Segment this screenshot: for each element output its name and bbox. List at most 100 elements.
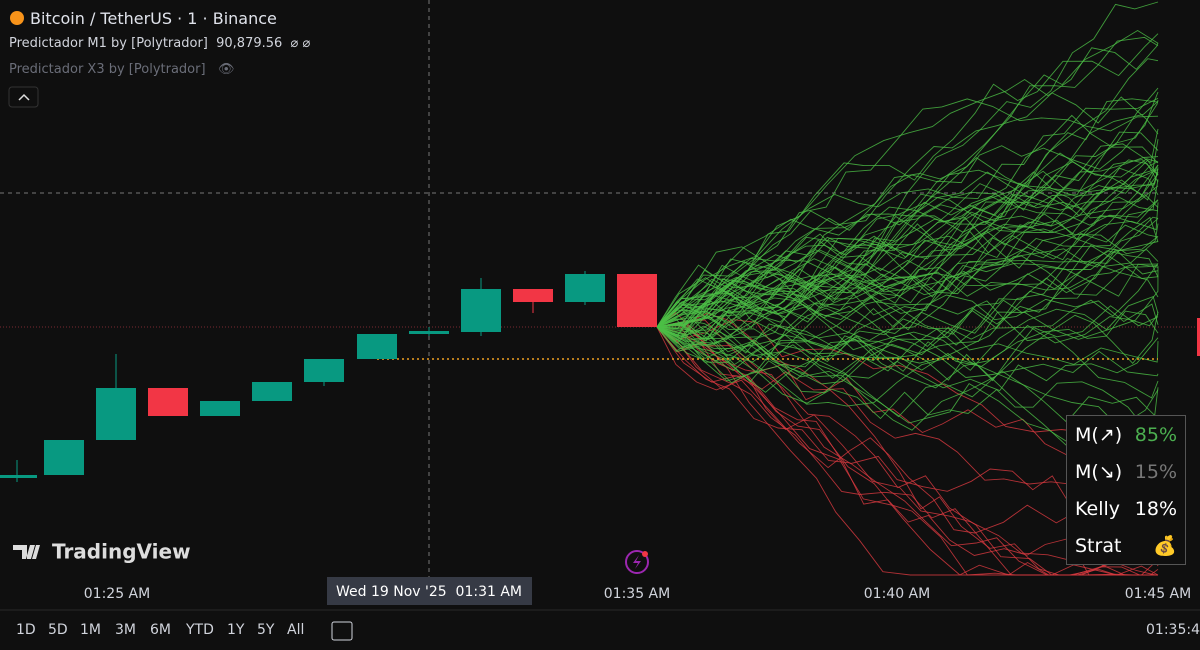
time-label: 01:25 AM [84, 586, 150, 602]
fan-path-up [656, 313, 1159, 372]
candle-body [0, 475, 37, 478]
stats-value: 18% [1134, 497, 1177, 520]
range-button[interactable]: All [287, 622, 305, 638]
range-button[interactable]: 5D [48, 622, 68, 638]
candle-body [565, 274, 605, 302]
fan-path-up [656, 58, 1159, 340]
fan-path-up [656, 159, 1159, 328]
time-label: 01:45 AM [1125, 586, 1191, 602]
range-button[interactable]: 3M [115, 622, 136, 638]
candle-body [461, 289, 501, 332]
fan-path-down [656, 323, 1159, 576]
fan-path-up [656, 164, 1159, 385]
fan-path-up [656, 152, 1159, 341]
candle-body [96, 388, 136, 440]
stats-label: Kelly [1075, 497, 1121, 520]
stats-panel: M(↗) 85% M(↘) 15% Kelly 18% Strat 💰 [1066, 415, 1186, 565]
fan-path-up [656, 311, 1159, 431]
fan-path-up [656, 100, 1159, 329]
indicator-row: Predictador X3 by [Polytrador] 👁 [9, 62, 235, 77]
range-button[interactable]: YTD [186, 622, 214, 638]
fan-path-up [656, 92, 1159, 328]
candle-body [357, 334, 397, 359]
clock: 01:35:44 [1146, 622, 1200, 638]
collapse-icon [18, 93, 30, 101]
fan-path-up [656, 159, 1159, 328]
fan-path-up [656, 326, 1159, 423]
watermark: TradingView [52, 540, 191, 564]
fan-path-up [656, 29, 1159, 346]
stats-value: 💰 [1153, 535, 1177, 557]
stats-label: M(↘) [1075, 460, 1123, 483]
stats-label: M(↗) [1075, 423, 1123, 446]
fan-path-up [656, 97, 1159, 328]
fan-path-up [656, 261, 1159, 393]
fan-path-up [656, 131, 1159, 328]
fan-path-up [656, 194, 1159, 328]
fan-path-up [656, 218, 1159, 363]
indicator-name: Predictador X3 by [Polytrador] [9, 62, 206, 77]
candle-body [409, 331, 449, 334]
range-button[interactable]: 5Y [257, 622, 275, 638]
stats-row: Strat 💰 [1067, 527, 1185, 564]
fan-path-up [656, 99, 1159, 341]
candle-body [304, 359, 344, 382]
fan-path-up [656, 87, 1159, 329]
stats-row: M(↗) 85% [1067, 416, 1185, 453]
price-marker [1197, 318, 1200, 356]
event-bolt [633, 555, 641, 569]
candle-body [513, 289, 553, 302]
btc-icon [10, 11, 24, 25]
fan-path-down [656, 326, 1158, 576]
fan-path-up [656, 326, 1159, 433]
fan-path-up [656, 282, 1159, 399]
date-range-button[interactable] [331, 621, 353, 641]
fan-path-up [656, 185, 1159, 371]
fan-path-up [656, 318, 1159, 382]
fan-path-up [656, 255, 1159, 354]
fan-path-up [656, 248, 1159, 379]
crosshair-time-box [327, 577, 532, 605]
fan-path-up [656, 168, 1159, 328]
fan-path-down [656, 326, 1158, 576]
event-icon[interactable] [625, 550, 649, 574]
stats-value: 85% [1134, 423, 1177, 446]
fan-path-up [656, 263, 1159, 328]
range-button[interactable]: 6M [150, 622, 171, 638]
indicator-name: Predictador M1 by [Polytrador] [9, 36, 208, 51]
symbol-title: Bitcoin / TetherUS · 1 · Binance [30, 9, 277, 28]
fan-path-up [656, 289, 1159, 378]
event-dot [642, 551, 648, 557]
fan-path-up [656, 168, 1159, 328]
fan-path-up [656, 114, 1159, 328]
range-button[interactable]: 1Y [227, 622, 245, 638]
candle-body [252, 382, 292, 401]
fan-path-up [656, 161, 1159, 344]
fan-path-up [656, 128, 1159, 328]
stats-label: Strat [1075, 534, 1122, 557]
fan-path-up [656, 293, 1159, 389]
candle-body [148, 388, 188, 416]
fan-path-up [656, 250, 1159, 335]
fan-path-up [656, 263, 1159, 351]
time-label: 01:35 AM [604, 586, 670, 602]
fan-path-up [656, 196, 1159, 337]
stats-row: Kelly 18% [1067, 490, 1185, 527]
candle-body [200, 401, 240, 416]
time-label: 01:40 AM [864, 586, 930, 602]
candle-body [44, 440, 84, 475]
collapse-button[interactable] [8, 86, 39, 108]
fan-path-up [656, 42, 1159, 328]
tv-logo-mark [13, 545, 40, 559]
fan-path-up [656, 241, 1159, 335]
fan-path-up [656, 98, 1159, 328]
fan-path-up [656, 263, 1159, 364]
range-button[interactable]: 1D [16, 622, 36, 638]
range-button[interactable]: 1M [80, 622, 101, 638]
fan-path-up [656, 216, 1159, 328]
indicator-row: Predictador M1 by [Polytrador] 90,879.56… [9, 36, 311, 51]
stats-value: 15% [1134, 460, 1177, 483]
fan-path-up [656, 172, 1159, 328]
